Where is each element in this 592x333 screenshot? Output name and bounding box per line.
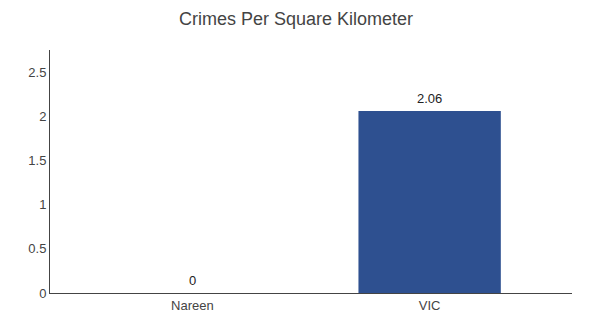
svg-text:VIC: VIC [419,298,441,313]
svg-text:0: 0 [189,273,196,288]
svg-text:Nareen: Nareen [171,298,214,313]
svg-text:0.5: 0.5 [28,241,46,256]
svg-text:Crimes Per Square Kilometer: Crimes Per Square Kilometer [179,9,413,29]
svg-text:1.5: 1.5 [28,153,46,168]
svg-text:2: 2 [39,109,46,124]
svg-text:0: 0 [39,286,46,301]
svg-text:2.5: 2.5 [28,65,46,80]
svg-text:2.06: 2.06 [417,91,442,106]
svg-text:1: 1 [39,197,46,212]
